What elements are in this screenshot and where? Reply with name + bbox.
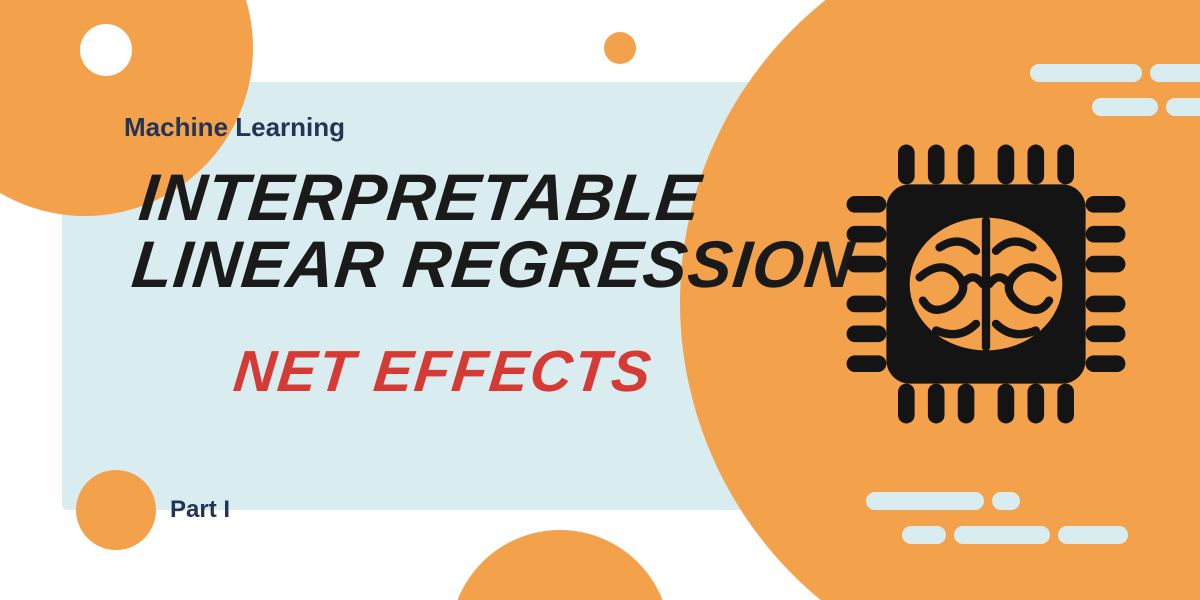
- decor-pill: [866, 492, 984, 510]
- circle-bottom-small: [76, 470, 156, 550]
- brain-chip-icon: [820, 118, 1152, 450]
- decor-pill: [992, 492, 1020, 510]
- decor-pill: [1030, 64, 1142, 82]
- part-label: Part I: [170, 496, 230, 524]
- dot-top-mid: [604, 32, 636, 64]
- decor-pill: [1092, 98, 1158, 116]
- decor-pill: [1058, 526, 1128, 544]
- white-dot-top-left: [80, 24, 132, 76]
- eyebrow-label: Machine Learning: [124, 112, 345, 143]
- decor-pill: [954, 526, 1050, 544]
- decor-pill: [1166, 98, 1200, 116]
- decor-pill: [1150, 64, 1200, 82]
- brain-shape: [910, 218, 1063, 351]
- headline-text: Interpretable Linear Regression: [129, 164, 864, 299]
- headline-line1: Interpretable: [136, 160, 706, 234]
- half-circle-bottom: [450, 530, 670, 600]
- decor-pill: [902, 526, 946, 544]
- subheadline-text: Net Effects: [230, 338, 655, 405]
- infographic-canvas: Machine Learning Interpretable Linear Re…: [0, 0, 1200, 600]
- headline-line2: Linear Regression: [129, 227, 858, 301]
